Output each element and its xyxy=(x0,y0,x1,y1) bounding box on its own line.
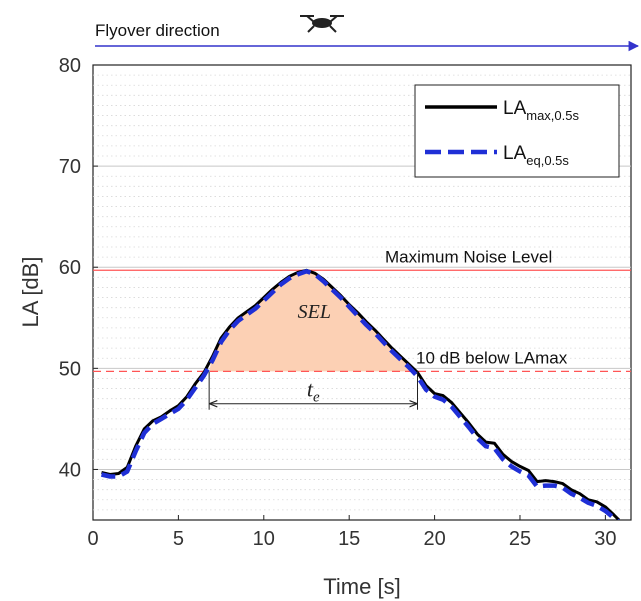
te-label: te xyxy=(307,377,320,406)
sel-shaded-region xyxy=(209,270,418,372)
x-tick-label: 25 xyxy=(509,528,531,550)
sel-label: SEL xyxy=(298,301,331,323)
drone-icon xyxy=(300,15,344,33)
x-tick-label: 30 xyxy=(594,528,616,550)
y-tick-label: 60 xyxy=(59,257,81,279)
annotations: Maximum Noise Level 10 dB below LAmax SEL t… xyxy=(208,247,568,410)
reference-lines xyxy=(93,269,631,373)
y-tick-label: 50 xyxy=(59,358,81,380)
x-axis-label: Time [s] xyxy=(323,574,400,599)
legend-entry-eq: LAeq,0.5s xyxy=(503,143,569,168)
legend-entry-eq-name: LA xyxy=(503,143,527,164)
legend-entry-eq-sub: eq,0.5s xyxy=(526,153,569,168)
axis-ticks: 0 5 10 15 20 25 30 40 50 60 70 80 xyxy=(59,55,617,550)
y-axis-label: LA [dB] xyxy=(18,257,43,328)
max-noise-level-label: Maximum Noise Level xyxy=(385,247,552,266)
x-tick-label: 10 xyxy=(253,528,275,550)
y-tick-label: 40 xyxy=(59,459,81,481)
x-tick-label: 5 xyxy=(173,528,184,550)
x-tick-label: 20 xyxy=(423,528,445,550)
legend: LAmax,0.5s LAeq,0.5s xyxy=(414,84,620,178)
y-tick-label: 70 xyxy=(59,156,81,178)
series-lines xyxy=(100,268,621,520)
series-line-laeq xyxy=(100,269,621,520)
sel-area xyxy=(209,270,418,372)
x-tick-label: 15 xyxy=(338,528,360,550)
legend-entry-max-name: LA xyxy=(503,98,527,119)
legend-entry-max: LAmax,0.5s xyxy=(503,98,579,123)
x-tick-label: 0 xyxy=(87,528,98,550)
y-tick-label: 80 xyxy=(59,55,81,77)
legend-entry-max-sub: max,0.5s xyxy=(526,108,579,123)
ten-db-below-label: 10 dB below LAmax xyxy=(416,348,568,367)
flyover-direction-label: Flyover direction xyxy=(95,21,220,40)
legend-box xyxy=(414,84,620,178)
